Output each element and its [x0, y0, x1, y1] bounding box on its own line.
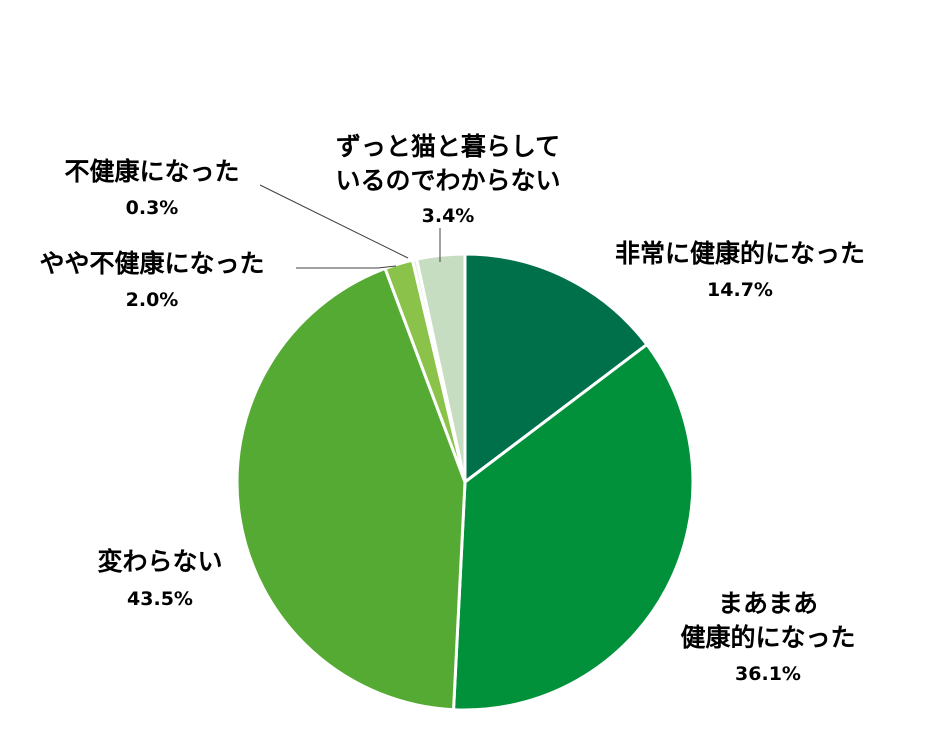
slice-label: ずっと猫と暮らして [336, 132, 560, 161]
pie-slices [235, 252, 695, 712]
pie-slice [463, 252, 649, 484]
pie-slice [452, 343, 695, 712]
leader-lines [259, 184, 441, 269]
slice-label: やや不健康になった [39, 249, 264, 278]
leader-line [259, 184, 409, 259]
pie-slice [415, 252, 467, 484]
slice-value-label: 2.0% [126, 289, 179, 311]
slice-value-label: 3.4% [422, 205, 475, 227]
leader-line [296, 265, 397, 269]
slice-label: いるのでわからない [335, 166, 560, 195]
slice-label: 健康的になった [680, 623, 855, 652]
slice-label: 変わらない [97, 547, 222, 576]
slice-value-label: 0.3% [126, 197, 179, 219]
slice-label: 非常に健康的になった [615, 239, 865, 268]
slice-label: まあまあ [718, 589, 818, 618]
slice-value-label: 43.5% [127, 588, 193, 610]
slice-value-label: 14.7% [707, 279, 773, 301]
pie-slice [235, 266, 467, 712]
slice-label: 不健康になった [64, 157, 239, 186]
slice-value-label: 36.1% [735, 663, 801, 685]
